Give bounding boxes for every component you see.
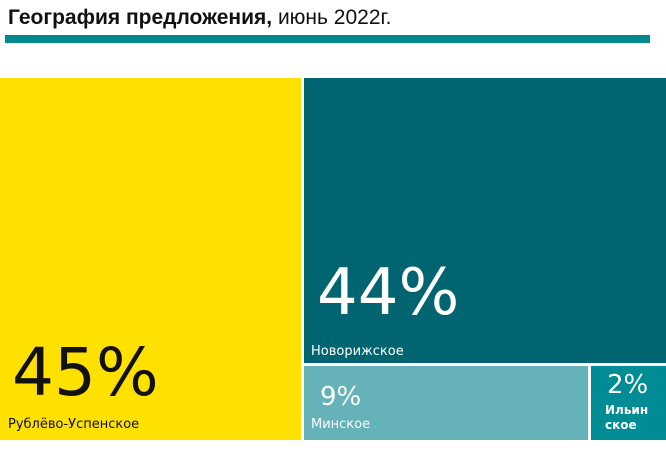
chart-title: География предложения, июнь 2022г. [8,6,391,30]
tile-rublevo-value: 45% [12,334,159,411]
tile-novoriga: 44% Новорижское [304,78,666,363]
tile-novoriga-label: Новорижское [311,344,404,359]
chart-title-date: июнь 2022г. [277,6,392,29]
tile-minsk-label: Минское [311,417,371,432]
chart-title-main: География предложения, [8,6,273,29]
treemap: 45% Рублёво-Успенское 44% Новорижское 9%… [0,78,666,440]
tile-rublevo: 45% Рублёво-Успенское [0,78,301,440]
tile-rublevo-label: Рублёво-Успенское [8,417,140,432]
tile-minsk-value: 9% [320,382,362,412]
tile-novoriga-value: 44% [317,256,460,330]
title-underline [5,35,650,43]
tile-ilyinskoe-label: Ильин ское [605,403,649,432]
tile-minsk: 9% Минское [304,366,588,440]
tile-ilyinskoe-value: 2% [607,370,649,400]
tile-ilyinskoe: 2% Ильин ское [591,366,666,440]
